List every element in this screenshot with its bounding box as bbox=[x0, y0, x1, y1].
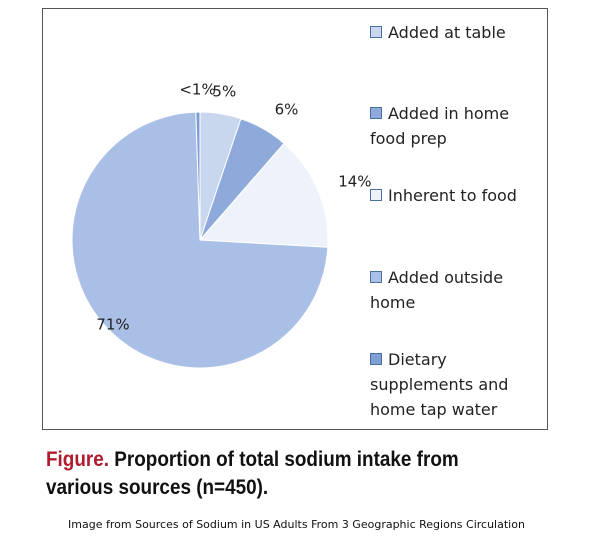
legend-item: Dietary supplements and home tap water bbox=[370, 347, 545, 422]
legend-swatch bbox=[370, 189, 382, 201]
legend-item: Added outside home bbox=[370, 265, 545, 315]
chart: 5% 6% 14% 71% <1% bbox=[71, 81, 372, 369]
data-label: 71% bbox=[96, 315, 129, 333]
legend-item: Added in home food prep bbox=[370, 101, 545, 151]
legend-label: Added at table bbox=[388, 23, 506, 42]
caption-prefix: Figure. bbox=[46, 448, 110, 471]
legend-swatch bbox=[370, 353, 382, 365]
legend-label: Added in home food prep bbox=[370, 104, 510, 148]
legend-swatch bbox=[370, 271, 382, 283]
caption: Figure. Proportion of total sodium intak… bbox=[46, 446, 514, 502]
pie-slice bbox=[71, 111, 329, 369]
legend-swatch bbox=[370, 26, 382, 38]
data-label: 6% bbox=[275, 100, 299, 118]
data-label: 5% bbox=[212, 82, 236, 100]
legend-label: Added outside home bbox=[370, 268, 504, 312]
legend-item: Inherent to food bbox=[370, 183, 545, 208]
legend-label: Inherent to food bbox=[388, 186, 517, 205]
legend-item: Added at table bbox=[370, 20, 545, 45]
pie-slice bbox=[198, 142, 329, 248]
legend-swatch bbox=[370, 107, 382, 119]
pie-slice bbox=[195, 111, 201, 241]
caption-text: Proportion of total sodium intake from v… bbox=[46, 448, 459, 499]
source-note: Image from Sources of Sodium in US Adult… bbox=[68, 518, 525, 531]
data-label: <1% bbox=[179, 81, 215, 99]
data-label: 14% bbox=[338, 172, 371, 190]
chart-frame bbox=[42, 8, 548, 430]
legend-label: Dietary supplements and home tap water bbox=[370, 350, 509, 419]
